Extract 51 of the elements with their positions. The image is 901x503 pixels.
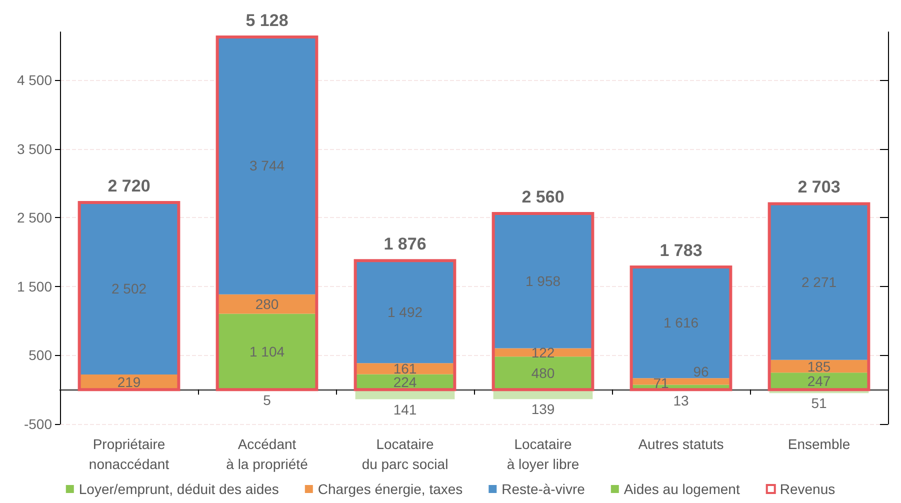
data-label: 185 bbox=[807, 358, 831, 374]
data-label: 96 bbox=[693, 363, 709, 380]
y-tick-label: 3 500 bbox=[16, 140, 52, 157]
annotation: 13 bbox=[673, 392, 689, 409]
bar bbox=[216, 35, 318, 392]
x-tick-label: Propriétaire nonaccédant bbox=[88, 436, 170, 472]
data-label: 1 876 bbox=[384, 234, 426, 254]
legend-label: Revenus bbox=[780, 481, 836, 497]
data-label: 2 703 bbox=[798, 178, 840, 197]
data-label: 1 104 bbox=[249, 344, 285, 360]
data-label: 5 128 bbox=[246, 10, 288, 30]
annotation: 141 bbox=[393, 401, 417, 418]
x-tick-label: Locataire à loyer libre bbox=[506, 436, 580, 472]
legend-label: Reste-à-vivre bbox=[502, 481, 586, 497]
data-label: 1 492 bbox=[387, 304, 423, 320]
data-label: 1 958 bbox=[525, 272, 561, 289]
bar bbox=[493, 214, 593, 348]
bar bbox=[769, 204, 869, 360]
x-tick-label: Autres statuts bbox=[638, 436, 724, 452]
y-tick-label: -500 bbox=[24, 416, 52, 432]
data-label: 280 bbox=[255, 296, 279, 312]
data-label: 1 616 bbox=[663, 314, 699, 331]
data-label: 2 502 bbox=[111, 280, 147, 297]
bar bbox=[354, 259, 456, 392]
legend-label: Loyer/emprunt, déduit des aides bbox=[78, 481, 279, 497]
bar bbox=[217, 36, 317, 294]
data-label: 219 bbox=[117, 374, 141, 390]
y-tick-label: 500 bbox=[28, 347, 52, 364]
bar bbox=[217, 314, 317, 390]
y-tick-label: 4 500 bbox=[16, 72, 52, 88]
data-label: 2 271 bbox=[801, 274, 837, 290]
data-label: 2 560 bbox=[522, 188, 564, 207]
y-tick-label: 2 500 bbox=[16, 210, 52, 226]
annotation: 5 bbox=[263, 392, 272, 408]
data-label: 122 bbox=[531, 344, 555, 360]
x-tick-label: Ensemble bbox=[788, 436, 850, 452]
annotation: 51 bbox=[811, 395, 827, 412]
data-label: 247 bbox=[807, 373, 831, 390]
data-label: 2 720 bbox=[108, 176, 150, 196]
bar bbox=[355, 260, 455, 364]
annotation: 139 bbox=[531, 401, 555, 418]
data-label: 1 783 bbox=[660, 240, 702, 260]
y-tick-label: 1 500 bbox=[16, 278, 52, 294]
bar bbox=[768, 202, 870, 392]
legend-label: Aides au logement bbox=[624, 481, 740, 497]
x-tick-label: Accédant à la propriété bbox=[226, 436, 308, 472]
data-label: 3 744 bbox=[249, 158, 285, 174]
bar bbox=[492, 212, 594, 392]
data-label: 480 bbox=[531, 365, 555, 382]
legend-label: Charges énergie, taxes bbox=[318, 481, 463, 497]
x-tick-label: Locataire du parc social bbox=[362, 436, 448, 472]
